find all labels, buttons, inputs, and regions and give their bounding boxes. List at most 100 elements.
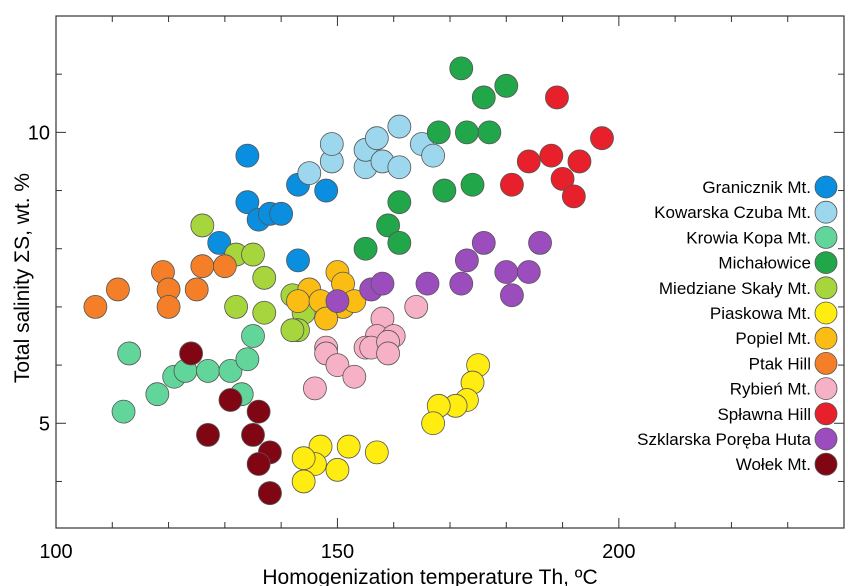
data-point: [319, 132, 344, 156]
legend-marker: [814, 427, 838, 451]
legend-label: Wołek Mt.: [736, 455, 811, 474]
data-point: [117, 341, 142, 366]
legend: Granicznik Mt. Kowarska Czuba Mt. Krowia K…: [637, 175, 838, 476]
legend-marker: [814, 351, 838, 375]
data-point: [218, 388, 243, 412]
legend-label: Popiel Mt.: [735, 329, 811, 348]
data-point: [325, 353, 350, 377]
data-point: [241, 242, 265, 267]
data-point: [286, 248, 310, 273]
data-point: [528, 231, 552, 255]
data-point: [342, 364, 367, 389]
data-point: [545, 85, 569, 110]
data-point: [241, 324, 265, 348]
data-point: [426, 120, 451, 145]
legend-marker: [814, 276, 838, 300]
legend-label: Rybień Mt.: [730, 380, 811, 399]
legend-label: Kowarska Czuba Mt.: [654, 203, 811, 222]
data-point: [516, 260, 541, 284]
x-tick-label: 150: [321, 541, 354, 563]
data-point: [314, 178, 339, 203]
data-point: [364, 126, 389, 151]
data-point: [567, 149, 592, 174]
data-point: [500, 172, 524, 197]
data-point: [184, 277, 209, 302]
legend-marker: [814, 377, 838, 401]
data-point: [224, 295, 249, 319]
legend-label: Krowia Kopa Mt.: [686, 228, 811, 247]
data-point: [156, 295, 181, 319]
data-point: [561, 184, 586, 209]
data-point: [494, 73, 519, 98]
legend-marker: [814, 452, 838, 476]
data-point: [454, 120, 479, 145]
data-point: [286, 289, 310, 313]
legend-marker: [814, 200, 838, 224]
data-point: [252, 265, 277, 290]
data-point: [477, 120, 502, 145]
data-point: [387, 155, 412, 180]
data-point: [106, 277, 130, 302]
legend-label: Granicznik Mt.: [702, 178, 811, 197]
data-point: [387, 231, 412, 255]
data-point: [246, 452, 271, 476]
data-point: [376, 341, 400, 366]
data-point: [212, 254, 237, 279]
data-point: [235, 143, 260, 168]
data-point: [370, 271, 395, 296]
data-point: [432, 178, 457, 203]
data-point: [387, 190, 412, 215]
legend-marker: [814, 175, 838, 199]
x-tick-label: 100: [39, 541, 72, 563]
data-point: [190, 213, 215, 238]
data-point: [364, 440, 389, 465]
data-point: [218, 359, 243, 383]
data-point: [291, 469, 316, 494]
data-point: [454, 248, 479, 273]
data-point: [190, 254, 215, 279]
data-point: [111, 399, 136, 424]
legend-label: Szklarska Poręba Huta: [637, 430, 811, 449]
data-point: [404, 295, 429, 319]
data-point: [179, 341, 203, 366]
data-point: [297, 161, 322, 185]
data-point: [145, 382, 170, 407]
data-point: [421, 143, 446, 168]
axis-ticks: 100 150 200 5 10: [28, 16, 844, 563]
legend-label: Piaskowa Mt.: [710, 304, 811, 323]
data-point: [449, 56, 474, 81]
legend-label: Spławna Hill: [717, 405, 811, 424]
legend-label: Michałowice: [718, 254, 811, 273]
data-point: [196, 359, 220, 383]
legend-label: Miedziane Skały Mt.: [659, 279, 811, 298]
legend-marker: [814, 326, 838, 350]
data-point: [269, 201, 294, 226]
data-point: [196, 423, 220, 447]
data-point: [471, 231, 496, 255]
data-point: [207, 231, 232, 255]
y-tick-label: 5: [39, 413, 50, 435]
data-point: [460, 172, 485, 197]
data-points: [83, 56, 614, 505]
legend-marker: [814, 301, 838, 325]
data-point: [500, 283, 524, 308]
x-tick-label: 200: [602, 541, 635, 563]
legend-marker: [814, 402, 838, 426]
data-point: [376, 213, 400, 238]
data-point: [494, 260, 519, 284]
legend-marker: [814, 251, 838, 275]
legend-label: Ptak Hill: [749, 354, 811, 373]
data-point: [257, 481, 282, 505]
data-point: [516, 149, 541, 174]
data-point: [471, 85, 496, 110]
data-point: [590, 126, 614, 151]
data-point: [83, 295, 108, 319]
x-axis-title: Homogenization temperature Th, ºC: [262, 566, 597, 586]
data-point: [325, 457, 350, 482]
data-point: [252, 300, 277, 325]
data-point: [415, 271, 440, 296]
data-point: [241, 423, 265, 447]
data-point: [325, 289, 350, 313]
legend-marker: [814, 225, 838, 249]
